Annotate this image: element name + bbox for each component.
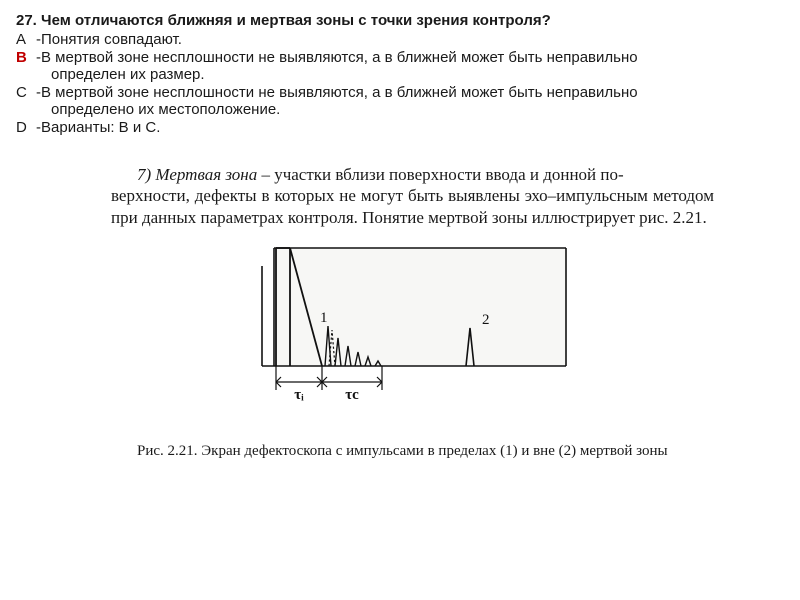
- question-number: 27.: [16, 12, 37, 29]
- option-text: Понятия совпадают.: [41, 31, 784, 48]
- question-title: 27. Чем отличаются ближняя и мертвая зон…: [16, 12, 784, 29]
- option-row: А - Понятия совпадают.: [16, 31, 784, 48]
- definition-lead-number: 7): [137, 165, 151, 184]
- option-text-cont: определено их местоположение.: [16, 101, 784, 118]
- options-list: А - Понятия совпадают.В - В мертвой зоне…: [16, 31, 784, 136]
- option-text: В мертвой зоне несплошности не выявляютс…: [41, 84, 784, 101]
- option-letter: В: [16, 49, 36, 66]
- definition-paragraph: 7) Мертвая зона – участки вблизи поверхн…: [111, 164, 714, 228]
- option-row: В - В мертвой зоне несплошности не выявл…: [16, 49, 784, 66]
- definition-body-rest: верхности, дефекты в которых не могут бы…: [111, 185, 714, 228]
- option-letter: С: [16, 84, 36, 101]
- definition-line1: 7) Мертвая зона – участки вблизи поверхн…: [111, 164, 714, 185]
- oscilloscope-figure: 1 2 τᵢ τc: [230, 242, 570, 412]
- svg-text:1: 1: [320, 310, 328, 326]
- option-letter: D: [16, 119, 36, 136]
- svg-text:2: 2: [482, 312, 490, 328]
- svg-text:τᵢ: τᵢ: [294, 387, 304, 403]
- option-letter: А: [16, 31, 36, 48]
- svg-text:τc: τc: [345, 387, 359, 403]
- figure-wrap: 1 2 τᵢ τc: [16, 242, 784, 412]
- definition-term: Мертвая зона: [155, 165, 257, 184]
- definition-body-first: – участки вблизи поверхности ввода и дон…: [261, 165, 623, 184]
- question-text: Чем отличаются ближняя и мертвая зоны с …: [41, 12, 551, 29]
- option-text: Варианты: В и С.: [41, 119, 784, 136]
- option-row: С - В мертвой зоне несплошности не выявл…: [16, 84, 784, 101]
- option-row: D - Варианты: В и С.: [16, 119, 784, 136]
- option-text: В мертвой зоне несплошности не выявляютс…: [41, 49, 784, 66]
- question-block: 27. Чем отличаются ближняя и мертвая зон…: [16, 12, 784, 136]
- figure-caption: Рис. 2.21. Экран дефектоскопа с импульса…: [111, 442, 714, 460]
- option-text-cont: определен их размер.: [16, 66, 784, 83]
